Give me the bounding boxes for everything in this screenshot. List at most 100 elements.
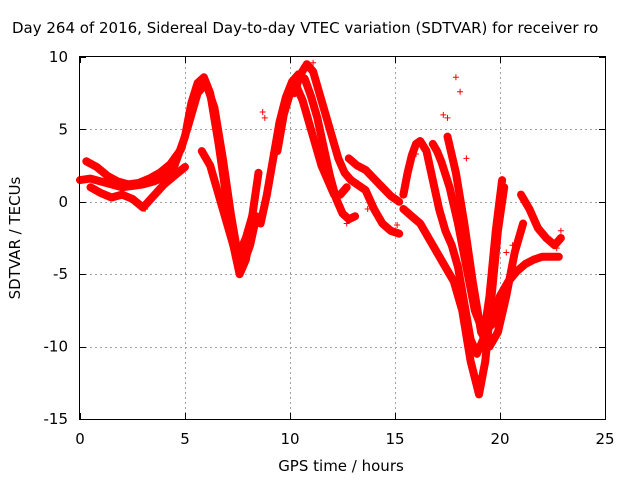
data-point <box>280 111 287 118</box>
data-point <box>343 220 350 227</box>
data-point <box>104 172 111 179</box>
data-point <box>257 220 264 227</box>
series-band <box>86 163 189 212</box>
data-point <box>478 329 485 336</box>
data-point <box>503 249 510 256</box>
data-point <box>488 292 495 299</box>
data-point <box>119 191 125 198</box>
data-point <box>211 104 218 111</box>
data-point <box>446 184 453 191</box>
data-point <box>161 181 167 188</box>
data-point <box>469 278 476 285</box>
data-point <box>494 329 501 336</box>
series-band <box>517 190 565 250</box>
data-point <box>429 177 436 184</box>
data-point <box>448 242 455 249</box>
data-point <box>354 162 361 169</box>
data-point <box>177 146 184 153</box>
data-point <box>457 88 464 95</box>
data-point <box>194 90 201 97</box>
data-point <box>404 169 411 176</box>
data-point <box>444 133 451 140</box>
series-band <box>443 132 528 351</box>
data-point <box>125 181 132 188</box>
data-point <box>108 194 115 201</box>
data-point <box>224 220 230 227</box>
data-point <box>261 114 268 121</box>
data-point <box>320 143 327 150</box>
data-point <box>417 137 424 144</box>
data-point <box>259 109 266 116</box>
data-point <box>543 235 550 241</box>
x-axis-title: GPS time / hours <box>278 457 404 475</box>
data-point <box>228 213 235 220</box>
data-point <box>379 184 386 191</box>
data-point <box>557 227 564 234</box>
data-point <box>434 148 440 155</box>
data-point <box>310 68 317 75</box>
data-point <box>167 161 174 168</box>
data-point <box>379 220 386 227</box>
data-point <box>452 169 459 176</box>
data-point <box>236 249 243 256</box>
data-point <box>444 114 451 121</box>
data-point <box>362 166 369 173</box>
data-point <box>497 292 503 299</box>
x-tick-label: 0 <box>75 430 85 448</box>
data-point <box>400 191 407 198</box>
data-point <box>467 358 474 365</box>
data-point <box>539 253 545 260</box>
data-point <box>200 74 207 81</box>
data-point <box>413 140 419 147</box>
data-point <box>547 253 554 260</box>
data-point <box>440 111 447 118</box>
data-point <box>499 177 506 184</box>
data-point <box>530 256 537 263</box>
data-point <box>394 221 401 228</box>
data-point <box>339 210 346 217</box>
data-point <box>352 213 359 220</box>
data-point <box>518 191 524 198</box>
plot-frame <box>79 56 606 420</box>
chart-title: Day 264 of 2016, Sidereal Day-to-day VTE… <box>12 19 598 37</box>
data-layer <box>76 59 565 399</box>
data-point <box>263 191 270 198</box>
y-tick-label: 10 <box>49 48 68 66</box>
x-tick-label: 5 <box>180 430 190 448</box>
data-point <box>452 74 459 81</box>
data-point <box>331 191 338 198</box>
data-point <box>87 175 94 182</box>
data-point <box>345 155 352 162</box>
data-point <box>400 206 407 213</box>
data-point <box>455 263 461 270</box>
data-point <box>335 155 342 162</box>
data-point <box>455 220 461 227</box>
data-point <box>408 152 415 159</box>
data-point <box>473 350 480 357</box>
data-point <box>509 242 516 249</box>
data-point <box>417 220 424 227</box>
x-tick-label: 15 <box>385 430 404 448</box>
y-tick-label: -5 <box>53 265 68 283</box>
data-point <box>442 227 449 234</box>
data-point <box>310 59 317 66</box>
data-point <box>156 169 163 176</box>
y-tick-label: -10 <box>44 338 69 356</box>
data-point <box>114 178 121 185</box>
series-band <box>399 183 509 399</box>
data-point <box>318 162 325 169</box>
data-point <box>362 187 369 194</box>
data-point <box>240 259 247 266</box>
data-point <box>303 61 310 68</box>
data-point <box>215 191 222 198</box>
data-point <box>526 206 533 213</box>
data-point <box>429 140 436 147</box>
data-point <box>442 263 449 270</box>
x-tick-label: 20 <box>490 430 509 448</box>
data-point <box>194 80 201 87</box>
series-track-3 <box>86 163 189 212</box>
data-point <box>249 213 256 220</box>
data-point <box>387 227 394 234</box>
data-point <box>450 278 457 285</box>
